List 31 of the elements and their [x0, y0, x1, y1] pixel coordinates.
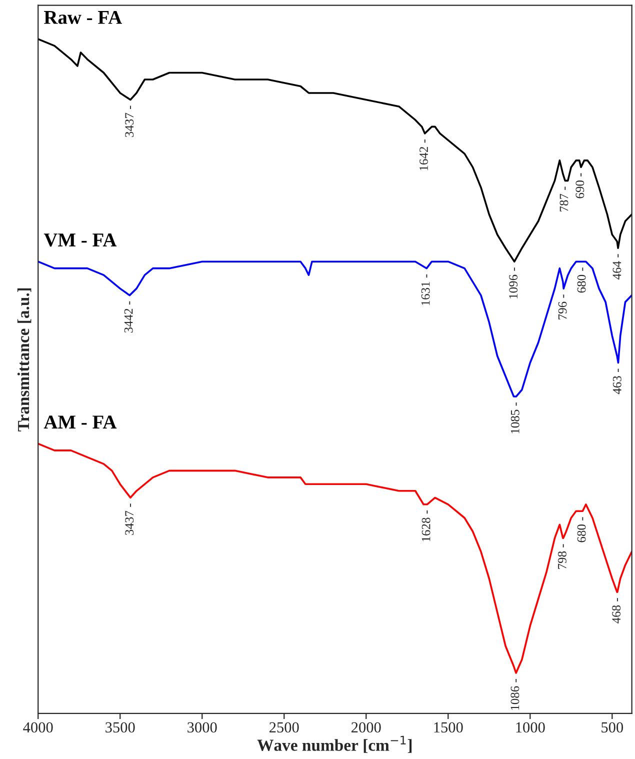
annotation: 787 -	[560, 186, 568, 212]
annotation: 3437 -	[125, 504, 134, 535]
y-axis-title: Transmittance [a.u.]	[17, 288, 32, 432]
x-axis-title: Wave number [cm$^{−1}$]	[257, 736, 412, 753]
annotation: 468 -	[612, 598, 621, 624]
annotation: 690 -	[576, 173, 584, 198]
x-tick-label: 3000	[188, 722, 217, 733]
x-tick-label: 2000	[352, 722, 381, 733]
annotation: 1642 -	[420, 139, 428, 170]
annotation: 1628 -	[422, 510, 430, 542]
annotation: 3437 -	[125, 106, 134, 137]
series-label: AM - FA	[44, 416, 117, 428]
annotation: 1086 -	[510, 679, 520, 710]
annotation: 1085 -	[510, 402, 520, 434]
annotation: 796 -	[558, 294, 567, 320]
annotation: 798 -	[558, 544, 566, 569]
x-tick-label: 1000	[516, 722, 545, 733]
series-label: VM - FA	[44, 234, 117, 247]
x-tick-label: 3500	[106, 722, 135, 733]
x-tick-label: 1500	[434, 722, 463, 733]
annotation: 463 -	[612, 368, 622, 394]
annotation: 680 -	[577, 517, 586, 542]
x-tick-label: 500	[602, 722, 624, 733]
annotation: 3442 -	[124, 301, 133, 333]
annotation: 1096 -	[509, 268, 518, 298]
annotation: 680 -	[577, 268, 586, 293]
x-tick-label: 2500	[270, 722, 299, 733]
series-label: Raw - FA	[44, 10, 122, 24]
annotation: 1631 -	[421, 274, 430, 306]
x-tick-label: 4000	[23, 722, 53, 733]
annotation: 464 -	[612, 254, 622, 280]
